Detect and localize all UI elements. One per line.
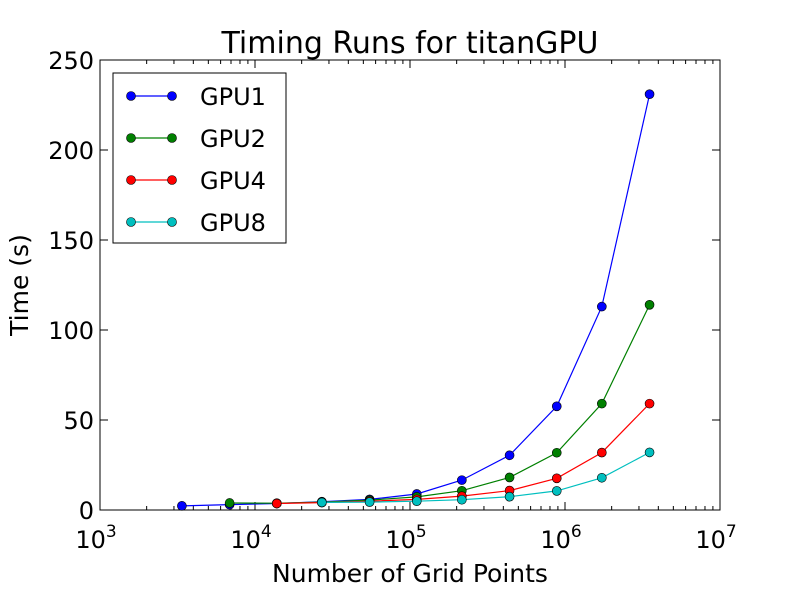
x-tick-label: 105 xyxy=(385,522,426,554)
y-ticks: 0 50 100 150 200 250 xyxy=(48,47,720,525)
y-tick-label: 100 xyxy=(48,317,94,345)
legend-marker-gpu8 xyxy=(126,217,136,227)
data-point-gpu2 xyxy=(644,299,655,310)
data-point-gpu8 xyxy=(411,496,422,506)
data-point-gpu4 xyxy=(271,498,282,509)
data-point-gpu2 xyxy=(224,498,235,508)
chart-title: Timing Runs for titanGPU xyxy=(221,26,599,61)
data-point-gpu1 xyxy=(504,450,515,461)
data-point-gpu4 xyxy=(644,398,655,409)
legend-marker-gpu1 xyxy=(167,91,177,101)
x-tick-label: 104 xyxy=(230,522,271,554)
legend-marker-gpu8 xyxy=(167,217,177,227)
data-point-gpu1 xyxy=(551,401,562,412)
legend-frame xyxy=(112,72,287,244)
y-tick-label: 0 xyxy=(79,497,94,525)
y-tick-label: 150 xyxy=(48,227,94,255)
legend-label-gpu4: GPU4 xyxy=(200,167,266,195)
legend-label-gpu1: GPU1 xyxy=(200,83,266,111)
data-point-gpu8 xyxy=(597,472,607,483)
x-tick-label: 106 xyxy=(540,522,581,554)
legend: GPU1 GPU2 GPU4 GPU8 xyxy=(112,72,287,244)
legend-marker-gpu1 xyxy=(126,91,136,101)
plot-area: 103 104 105 106 107 0 50 100 150 200 250 xyxy=(48,47,737,554)
legend-marker-gpu2 xyxy=(167,133,177,143)
y-tick-label: 250 xyxy=(48,47,94,75)
legend-marker-gpu2 xyxy=(126,133,136,143)
x-axis-label: Number of Grid Points xyxy=(272,559,548,588)
legend-label-gpu2: GPU2 xyxy=(200,125,266,153)
data-point-gpu2 xyxy=(504,472,515,483)
series-layer xyxy=(177,89,655,511)
legend-marker-gpu4 xyxy=(167,175,177,185)
y-axis-label: Time (s) xyxy=(5,234,34,337)
x-tick-label: 107 xyxy=(695,522,736,554)
x-ticks: 103 104 105 106 107 xyxy=(75,60,737,554)
data-point-gpu1 xyxy=(597,301,607,312)
data-point-gpu8 xyxy=(364,497,375,507)
series-line-gpu8 xyxy=(321,451,650,503)
y-tick-label: 200 xyxy=(48,137,94,165)
data-point-gpu8 xyxy=(457,494,467,505)
data-point-gpu8 xyxy=(317,497,327,508)
y-tick-label: 50 xyxy=(63,407,94,435)
data-point-gpu8 xyxy=(504,491,515,502)
data-point-gpu4 xyxy=(551,473,562,484)
data-point-gpu2 xyxy=(597,398,607,409)
data-point-gpu4 xyxy=(597,447,607,458)
data-point-gpu1 xyxy=(644,89,655,99)
legend-marker-gpu4 xyxy=(126,175,136,185)
data-point-gpu8 xyxy=(644,447,655,458)
data-point-gpu1 xyxy=(457,475,467,485)
data-point-gpu8 xyxy=(551,486,562,496)
legend-label-gpu8: GPU8 xyxy=(200,209,266,237)
data-point-gpu1 xyxy=(177,501,187,511)
x-tick-label: 103 xyxy=(75,522,116,554)
data-point-gpu2 xyxy=(551,447,562,458)
